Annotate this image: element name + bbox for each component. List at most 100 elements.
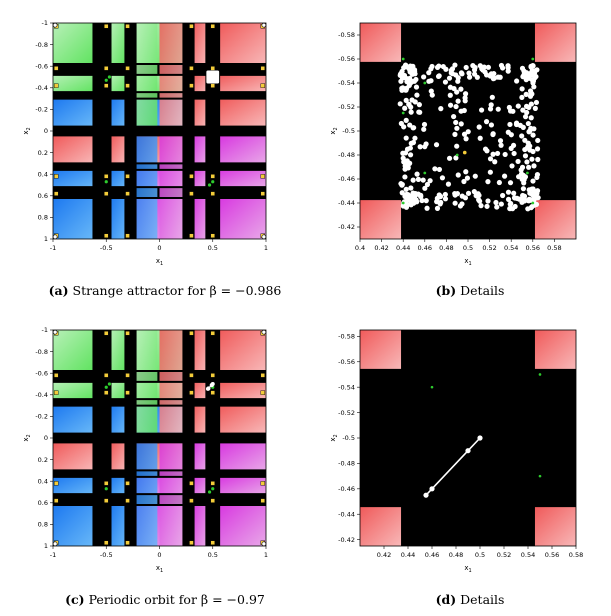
- fixed-point-marker-a: [189, 191, 194, 196]
- basin-block-c: [219, 330, 266, 372]
- y-tick-label-c: -0.8: [35, 348, 48, 356]
- attractor-point-b: [423, 198, 429, 204]
- fixed-point-marker-a: [125, 83, 130, 88]
- attractor-point-b: [397, 101, 403, 107]
- attractor-point-b: [403, 117, 409, 123]
- basin-block-c: [193, 476, 207, 495]
- fixed-point-marker-c: [104, 390, 109, 395]
- green-marker-d: [538, 474, 542, 478]
- basin-block-a: [110, 197, 126, 239]
- attractor-point-b: [422, 185, 428, 191]
- attractor-point-b: [398, 70, 404, 76]
- attractor-point-b: [529, 156, 535, 162]
- basin-block-a: [53, 197, 94, 239]
- y-tick-label-d: -0.42: [338, 536, 355, 544]
- attractor-point-b: [530, 132, 536, 138]
- attractor-point-b: [515, 103, 521, 109]
- fixed-point-marker-a: [104, 233, 109, 238]
- green-marker-c: [207, 490, 212, 494]
- attractor-point-b: [459, 193, 465, 199]
- caption-c-tag: (c): [65, 592, 85, 607]
- attractor-point-b: [413, 84, 420, 90]
- attractor-point-b: [467, 74, 473, 80]
- attractor-point-b: [447, 84, 454, 90]
- attractor-point-b: [530, 63, 536, 69]
- y-axis-label-d: x2: [329, 434, 339, 441]
- attractor-point-b: [410, 177, 416, 183]
- green-marker-a: [107, 75, 112, 79]
- corner-marker-c: [261, 329, 267, 335]
- y-axis-label-sub-c: 2: [26, 434, 32, 437]
- attractor-point-b: [466, 70, 472, 76]
- basin-block-a: [53, 74, 94, 93]
- basin-block-a: [110, 23, 126, 65]
- y-tick-label-b: -0.58: [338, 31, 355, 39]
- attractor-point-b: [405, 191, 411, 198]
- x-axis-label-sub-a: 1: [160, 261, 163, 267]
- attractor-point-b: [525, 206, 531, 212]
- x-tick-label-d: 0.54: [521, 551, 535, 559]
- corner-marker-a: [52, 22, 58, 28]
- fixed-point-marker-c: [189, 540, 194, 545]
- attractor-point-b: [534, 174, 540, 181]
- y-axis-label-sub-d: 2: [333, 434, 339, 437]
- y-tick-label-d: -0.52: [338, 409, 355, 417]
- attractor-point-b: [440, 63, 446, 70]
- basin-block-a: [53, 23, 94, 65]
- caption-a-text: Strange attractor for β = −0.986: [72, 283, 282, 298]
- y-tick-label-c: 0.2: [38, 456, 48, 464]
- attractor-point-b: [465, 190, 472, 196]
- basin-block-c: [110, 330, 126, 372]
- basin-block-a: [219, 74, 266, 93]
- x-tick-label-d: 0.46: [425, 551, 439, 559]
- attractor-point-b: [413, 76, 419, 83]
- basin-block-a: [219, 136, 266, 164]
- fixed-point-marker-c: [189, 373, 194, 378]
- attractor-point-b: [506, 104, 512, 111]
- y-tick-label-a: -0.8: [35, 41, 48, 49]
- fixed-point-marker-a: [260, 83, 266, 88]
- attractor-point-b: [527, 147, 533, 153]
- x-tick-label-b: 0.52: [482, 244, 496, 252]
- strange-attractor-a: [206, 70, 220, 84]
- attractor-point-b: [398, 181, 404, 187]
- fixed-point-marker-a: [210, 83, 215, 88]
- x-tick-label-b: 0.54: [504, 244, 518, 252]
- attractor-point-b: [455, 172, 461, 178]
- attractor-point-b: [531, 163, 537, 169]
- attractor-point-b: [533, 99, 540, 106]
- y-tick-label-d: -0.5: [342, 434, 355, 442]
- y-tick-label-c: 0: [44, 434, 48, 442]
- y-tick-label-a: -1: [42, 19, 48, 27]
- x-axis-label-d: x1: [464, 564, 471, 574]
- attractor-point-b: [442, 196, 449, 202]
- attractor-point-b: [439, 175, 446, 181]
- y-tick-label-d: -0.48: [338, 460, 355, 468]
- fixed-point-marker-c: [260, 390, 266, 395]
- attractor-point-b: [475, 191, 481, 197]
- attractor-point-b: [423, 141, 429, 147]
- attractor-point-b: [403, 62, 409, 69]
- y-tick-label-a: -0.4: [35, 84, 48, 92]
- corner-basin-d: [534, 330, 576, 369]
- caption-b: (b) Details: [350, 283, 590, 298]
- attractor-point-b: [519, 133, 525, 139]
- y-axis-label-sub-b: 2: [333, 127, 339, 130]
- attractor-point-b: [465, 129, 471, 135]
- fixed-point-marker-a: [210, 24, 215, 29]
- periodic-orbit-point-d: [423, 492, 429, 498]
- basin-block-a: [53, 169, 94, 188]
- y-tick-label-d: -0.44: [338, 510, 355, 518]
- x-tick-label-d: 0.5: [475, 551, 485, 559]
- fixed-point-marker-c: [260, 481, 266, 486]
- caption-a-tag: (a): [48, 283, 69, 298]
- attractor-point-b: [490, 131, 496, 138]
- fixed-point-marker-c: [53, 498, 59, 503]
- fixed-point-marker-c: [189, 331, 194, 336]
- fixed-point-marker-c: [125, 331, 130, 336]
- periodic-orbit-point-c: [210, 382, 215, 386]
- basin-block-a: [193, 197, 207, 239]
- attractor-point-b: [451, 113, 457, 120]
- attractor-point-b: [494, 150, 501, 157]
- fixed-point-marker-a: [210, 191, 215, 196]
